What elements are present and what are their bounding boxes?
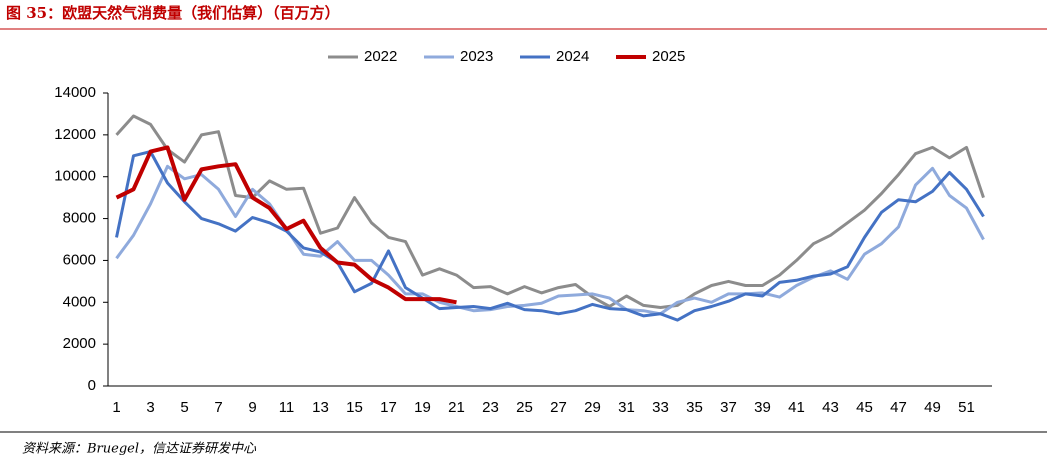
x-tick-label: 29 [584, 399, 601, 416]
x-tick-label: 51 [958, 399, 975, 416]
legend-label: 2023 [460, 48, 493, 65]
x-tick-label: 1 [112, 399, 120, 416]
x-tick-label: 7 [214, 399, 222, 416]
x-tick-label: 45 [856, 399, 873, 416]
x-tick-label: 13 [312, 399, 329, 416]
x-tick-label: 27 [550, 399, 567, 416]
series-line [115, 150, 985, 322]
x-tick-label: 35 [686, 399, 703, 416]
x-tick-label: 41 [788, 399, 805, 416]
x-tick-label: 43 [822, 399, 839, 416]
x-tick-label: 3 [146, 399, 154, 416]
y-tick-label: 10000 [54, 168, 96, 185]
legend-label: 2022 [364, 48, 397, 65]
x-tick-label: 47 [890, 399, 907, 416]
series-line [115, 114, 985, 309]
x-tick-label: 23 [482, 399, 499, 416]
x-tick-label: 15 [346, 399, 363, 416]
x-tick-label: 21 [448, 399, 465, 416]
x-tick-label: 25 [516, 399, 533, 416]
y-tick-label: 4000 [63, 293, 96, 310]
x-tick-label: 39 [754, 399, 771, 416]
y-tick-label: 2000 [63, 335, 96, 352]
x-tick-label: 49 [924, 399, 941, 416]
x-tick-label: 19 [414, 399, 431, 416]
x-tick-label: 17 [380, 399, 397, 416]
x-tick-label: 33 [652, 399, 669, 416]
series-line [115, 145, 457, 305]
x-tick-label: 31 [618, 399, 635, 416]
x-tick-label: 37 [720, 399, 737, 416]
chart-title: 图 35：欧盟天然气消费量（我们估算）（百万方） [6, 4, 340, 22]
y-tick-label: 0 [88, 377, 96, 394]
y-tick-label: 6000 [63, 251, 96, 268]
x-tick-label: 5 [180, 399, 188, 416]
y-tick-label: 14000 [54, 84, 96, 101]
series-line [115, 164, 985, 316]
y-tick-label: 8000 [63, 210, 96, 227]
y-tick-label: 12000 [54, 126, 96, 143]
legend-label: 2025 [652, 48, 685, 65]
legend-label: 2024 [556, 48, 589, 65]
x-tick-label: 11 [279, 399, 295, 416]
source-note: 资料来源：Bruegel，信达证券研发中心 [22, 442, 257, 457]
x-tick-label: 9 [248, 399, 256, 416]
